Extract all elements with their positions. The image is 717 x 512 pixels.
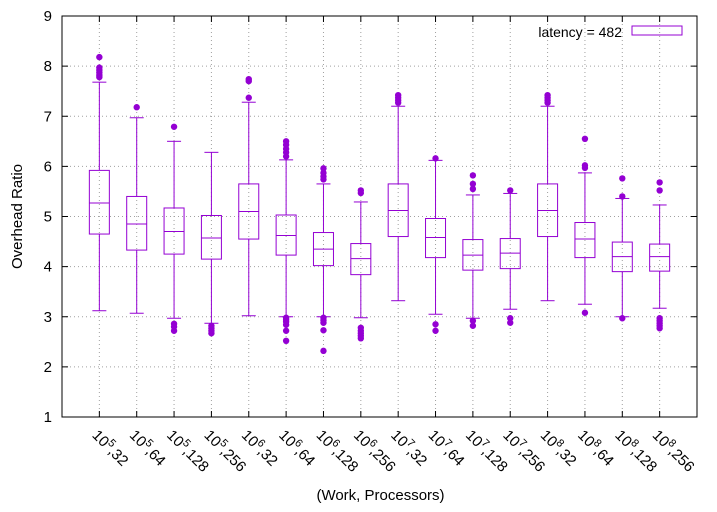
outlier-point (581, 162, 589, 169)
box-body (574, 222, 596, 259)
outlier-point (245, 75, 252, 83)
box-series (88, 53, 671, 355)
outlier-point (282, 337, 290, 345)
y-tick-label: 7 (44, 108, 52, 125)
outlier-point (282, 138, 290, 145)
outlier-point (656, 187, 663, 194)
outlier-point (507, 315, 514, 322)
box-6-64 (275, 138, 297, 345)
outlier-point (320, 169, 327, 177)
box-body (425, 218, 447, 259)
outlier-point (469, 172, 477, 179)
outlier-point (619, 193, 626, 200)
legend-label: latency = 482 (538, 24, 622, 40)
outlier-point (394, 91, 402, 99)
box-body (200, 214, 222, 260)
y-axis-ticks: 1 2 3 4 5 6 7 8 9 (44, 8, 697, 426)
outlier-point (357, 187, 365, 194)
box-5-32 (88, 53, 110, 312)
outlier-point (320, 165, 327, 172)
outlier-point (469, 322, 477, 329)
box-body (126, 195, 148, 251)
box-7-64 (425, 155, 447, 334)
y-tick-label: 5 (44, 209, 52, 226)
box-5-256 (200, 151, 222, 337)
box-body (163, 207, 185, 255)
box-body (649, 243, 671, 272)
y-tick-label: 2 (44, 359, 52, 376)
plot-frame (61, 15, 698, 418)
outlier-point (469, 180, 477, 188)
outlier-point (507, 187, 514, 194)
box-body (350, 243, 372, 276)
box-8-128 (611, 175, 633, 322)
legend: latency = 482 (538, 24, 683, 40)
outlier-point (469, 185, 477, 193)
box-7-256 (499, 187, 521, 326)
outlier-point (656, 179, 663, 186)
outlier-point (544, 91, 551, 99)
box-8-32 (537, 91, 559, 302)
box-body (88, 169, 110, 235)
box-6-128 (312, 165, 334, 355)
outlier-point (507, 319, 514, 326)
outlier-point (320, 347, 327, 355)
outlier-point (357, 324, 365, 331)
outlier-point (245, 94, 252, 101)
y-tick-label: 4 (44, 259, 52, 276)
y-axis-label: Overhead Ratio (9, 164, 26, 269)
y-tick-label: 9 (44, 8, 52, 25)
box-7-128 (462, 172, 484, 329)
x-axis-ticks: 105,32105,64105,128105,256106,32106,6410… (89, 16, 698, 476)
outlier-point (619, 175, 626, 182)
outlier-point (432, 327, 439, 334)
outlier-point (320, 327, 327, 334)
outlier-point (208, 322, 215, 329)
box-7-32 (387, 91, 409, 302)
box-6-32 (238, 75, 260, 317)
box-body (275, 214, 297, 256)
outlier-point (320, 314, 327, 321)
y-tick-label: 6 (44, 158, 52, 175)
outlier-point (581, 135, 589, 143)
box-5-64 (126, 104, 148, 314)
outlier-point (133, 104, 140, 111)
box-6-256 (350, 187, 372, 342)
outlier-point (469, 317, 477, 324)
outlier-point (619, 315, 626, 322)
y-tick-label: 3 (44, 309, 52, 326)
y-tick-label: 8 (44, 58, 52, 75)
x-axis-label: (Work, Processors) (316, 487, 444, 504)
box-8-64 (574, 135, 596, 316)
box-5-128 (163, 123, 185, 334)
outlier-point (170, 320, 178, 327)
box-8-256 (649, 179, 671, 332)
legend-swatch (631, 25, 683, 36)
outlier-point (282, 327, 290, 334)
outlier-point (282, 314, 290, 321)
outlier-point (581, 309, 589, 316)
outlier-point (432, 155, 439, 162)
box-body (499, 238, 521, 270)
outlier-point (432, 321, 439, 328)
outlier-point (170, 123, 178, 130)
y-tick-label: 1 (44, 409, 52, 426)
outlier-point (96, 53, 103, 61)
outlier-point (96, 64, 103, 71)
outlier-point (656, 315, 663, 322)
